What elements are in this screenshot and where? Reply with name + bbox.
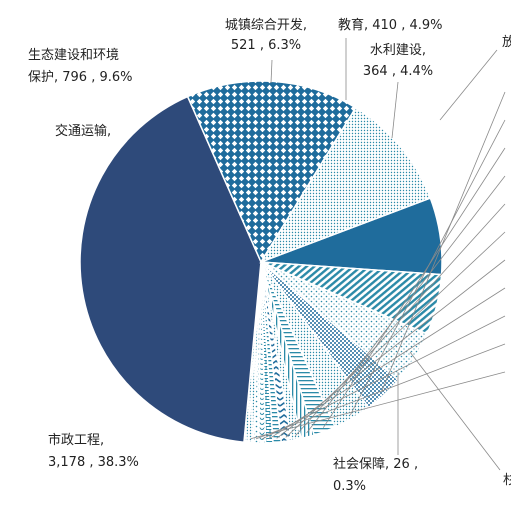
- data-label-municipal-engineering: 3,178 , 38.3%: [48, 455, 139, 470]
- leader-line: [268, 287, 506, 440]
- pie-slices: [79, 80, 443, 444]
- leader-line: [439, 49, 498, 121]
- leader-line: [409, 351, 501, 471]
- leader-line: [255, 343, 506, 440]
- slice-ecology-environment: [259, 106, 432, 264]
- partial-label: 放: [502, 35, 511, 50]
- data-label-education: 教育, 410 , 4.9%: [338, 17, 443, 33]
- partial-label: 杉: [503, 473, 511, 488]
- data-label-ecology-environment: 生态建设和环境: [28, 48, 119, 63]
- leader-line: [306, 175, 506, 434]
- data-label-water-conservancy: 364 , 4.4%: [363, 64, 433, 79]
- data-label-urban-development: 城镇综合开发,: [225, 17, 307, 33]
- leader-line: [322, 147, 506, 428]
- leader-lines: [250, 38, 506, 471]
- data-label-ecology-environment: 保护, 796 , 9.6%: [28, 70, 133, 85]
- data-label-water-conservancy: 水利建设,: [370, 43, 426, 58]
- leader-line: [381, 91, 506, 392]
- slice-labels: 城镇综合开发, 521 , 6.3% 教育, 410 , 4.9% 水利建设, 364 …: [28, 17, 443, 494]
- leader-line: [270, 59, 273, 84]
- cut-off-labels: 放杉: [502, 35, 511, 488]
- leader-line: [261, 315, 506, 440]
- slice-transportation: [186, 80, 357, 264]
- leader-line: [276, 259, 506, 439]
- leader-line: [295, 203, 506, 436]
- leader-line: [250, 371, 506, 440]
- data-label-social-security: 0.3%: [333, 479, 366, 494]
- data-label-social-security: 社会保障, 26 ,: [333, 456, 418, 472]
- data-label-transportation: 交通运输,: [55, 123, 111, 139]
- data-label-municipal-engineering: 市政工程,: [48, 432, 104, 448]
- slice-municipal-engineering: [79, 95, 262, 444]
- leader-line: [391, 81, 399, 139]
- data-label-urban-development: 521 , 6.3%: [231, 38, 301, 53]
